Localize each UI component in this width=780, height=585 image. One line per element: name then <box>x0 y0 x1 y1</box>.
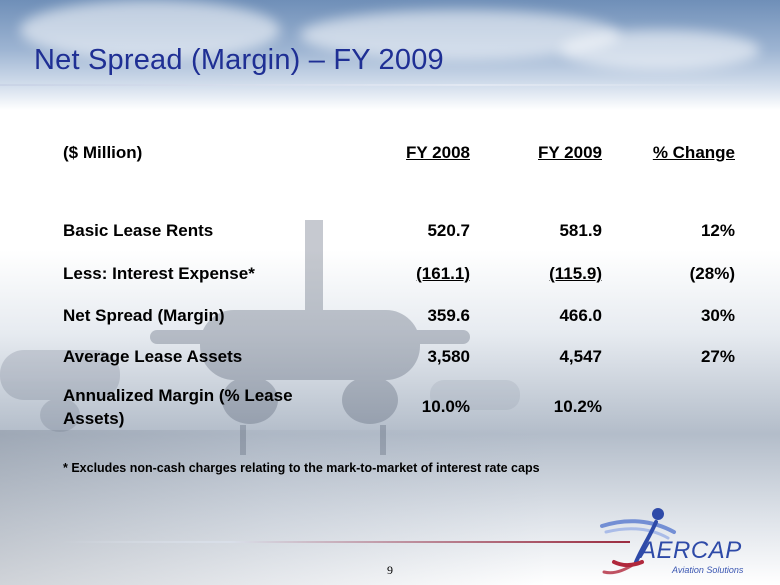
row-fy2009-value: (115.9) <box>549 264 602 283</box>
airplane-silhouettes <box>0 220 520 455</box>
logo-wordmark: AERCAP <box>640 537 742 564</box>
row-change-value: 12% <box>700 221 735 240</box>
slide-title: Net Spread (Margin) – FY 2009 <box>34 44 444 76</box>
sky-background <box>0 0 780 110</box>
footer-divider <box>60 541 630 543</box>
page-number: 9 <box>387 563 393 577</box>
row-fy2009-value: 4,547 <box>559 347 602 366</box>
row-fy2008-value: 10.0% <box>421 397 470 416</box>
row-fy2008-value: 520.7 <box>427 221 470 240</box>
runway-scene-background <box>0 250 780 585</box>
row-label-line1: Annualized Margin (% Lease <box>63 386 293 405</box>
row-label: Average Lease Assets <box>63 347 243 366</box>
logo-tagline: Aviation Solutions <box>672 565 744 575</box>
header-fy2008: FY 2008 <box>406 143 470 162</box>
row-change-value: (28%) <box>689 264 735 283</box>
row-label: Basic Lease Rents <box>63 221 214 240</box>
row-fy2009-value: 10.2% <box>553 397 602 416</box>
header-fy2009: FY 2009 <box>538 143 602 162</box>
runway-fade <box>0 430 780 585</box>
row-label: Net Spread (Margin) <box>63 306 225 325</box>
row-fy2009-value: 466.0 <box>559 306 602 325</box>
aercap-logo-icon <box>600 508 676 575</box>
row-fy2009-value: 581.9 <box>559 221 602 240</box>
row-change-value: 30% <box>700 306 735 325</box>
footnote: * Excludes non-cash charges relating to … <box>63 461 540 475</box>
row-fy2008-value: (161.1) <box>416 264 470 283</box>
header-change: % Change <box>652 143 735 162</box>
title-divider <box>0 84 780 86</box>
row-fy2008-value: 359.6 <box>427 306 470 325</box>
row-fy2008-value: 3,580 <box>427 347 470 366</box>
row-label-line2: Assets) <box>63 409 125 428</box>
row-label: Less: Interest Expense* <box>63 264 255 283</box>
row-change-value: 27% <box>700 347 735 366</box>
header-units: ($ Million) <box>63 143 143 162</box>
